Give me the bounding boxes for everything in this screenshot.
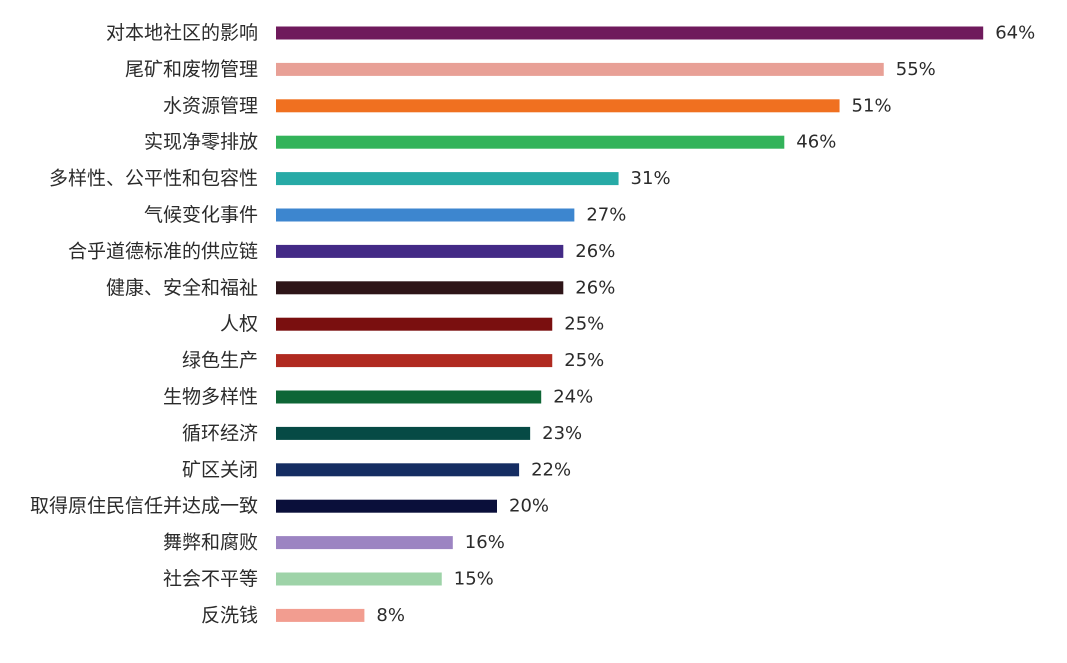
category-label: 社会不平等	[163, 568, 258, 590]
value-label: 22%	[531, 459, 571, 480]
value-label: 26%	[575, 277, 615, 298]
value-label: 25%	[564, 314, 604, 335]
bar	[276, 62, 884, 76]
bar	[276, 281, 564, 295]
value-label: 26%	[575, 241, 615, 262]
category-label: 水资源管理	[163, 95, 258, 117]
value-label: 31%	[631, 168, 671, 189]
bar	[276, 354, 553, 368]
value-label: 46%	[796, 132, 836, 153]
bar	[276, 208, 575, 222]
category-label: 绿色生产	[182, 350, 258, 372]
bar	[276, 135, 785, 149]
value-label: 16%	[465, 532, 505, 553]
category-label: 取得原住民信任并达成一致	[30, 495, 258, 517]
bar	[276, 26, 984, 40]
value-label: 8%	[376, 605, 405, 626]
category-label: 反洗钱	[201, 604, 258, 626]
category-label: 人权	[220, 313, 258, 335]
value-label: 15%	[454, 569, 494, 590]
bar	[276, 317, 553, 331]
value-label: 51%	[852, 95, 892, 116]
category-label: 舞弊和腐败	[163, 532, 258, 554]
bar	[276, 463, 520, 477]
category-label: 多样性、公平性和包容性	[49, 168, 258, 190]
value-label: 23%	[542, 423, 582, 444]
value-label: 24%	[553, 387, 593, 408]
bar	[276, 99, 840, 113]
category-label: 循环经济	[182, 422, 258, 444]
bar	[276, 244, 564, 258]
value-label: 55%	[896, 59, 936, 80]
category-label: 合乎道德标准的供应链	[68, 240, 258, 262]
category-label: 尾矿和废物管理	[125, 58, 258, 80]
category-label: 矿区关闭	[182, 459, 258, 481]
category-label: 对本地社区的影响	[106, 22, 258, 44]
value-label: 27%	[586, 205, 626, 226]
category-label: 健康、安全和福祉	[106, 277, 258, 299]
bar	[276, 572, 442, 586]
bar	[276, 390, 542, 404]
value-label: 20%	[509, 496, 549, 517]
bar	[276, 426, 531, 440]
category-label: 实现净零排放	[144, 131, 258, 153]
bar	[276, 536, 453, 550]
value-label: 25%	[564, 350, 604, 371]
category-label: 气候变化事件	[144, 204, 258, 226]
bar	[276, 172, 619, 186]
value-label: 64%	[995, 23, 1035, 44]
category-label: 生物多样性	[163, 386, 258, 408]
bar	[276, 608, 365, 622]
bar	[276, 499, 497, 513]
